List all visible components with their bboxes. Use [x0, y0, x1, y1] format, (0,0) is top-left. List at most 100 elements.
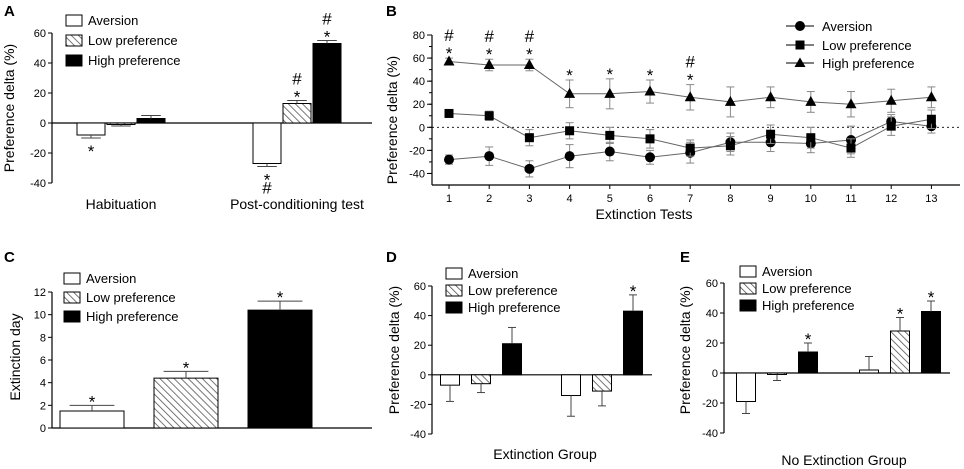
- panel-a-bar-high-preference-1-mark-above-1: *: [324, 28, 331, 47]
- legend-label-high-preference: High preference: [762, 298, 855, 313]
- panel-b-point-low-preference-11: [886, 121, 896, 131]
- panel-e-bar-high-preference-0: [798, 351, 818, 374]
- panel-e-bar-high-preference-1-mark-above-0: *: [928, 288, 935, 307]
- panel-a-category-habituation: Habituation: [86, 196, 157, 212]
- panel-b-y-tick-label-0: 0: [419, 122, 425, 134]
- panel-b-y-tick-label-80: 80: [413, 30, 425, 42]
- panel-b-x-axis-label: Extinction Tests: [595, 206, 692, 222]
- panel-b-point-high-preference-9: [805, 95, 817, 106]
- legend-marker-aversion: [795, 21, 805, 31]
- panel-d-y-tick-label--40: -40: [410, 429, 426, 441]
- panel-a-bar-low-preference-1-mark-above-1: *: [294, 88, 301, 107]
- panel-a-bar-aversion-1-mark-below-0: *: [264, 171, 271, 190]
- legend-label-high-preference: High preference: [86, 309, 179, 324]
- panel-b-point-high-preference-7: [724, 95, 736, 106]
- panel-b-x-tick-label-6: 6: [647, 193, 653, 205]
- panel-b-mark-5-0: *: [647, 66, 654, 85]
- panel-a-y-tick-label--40: -40: [30, 178, 46, 190]
- panel-c-y-axis-label: Extinction day: [7, 313, 23, 400]
- panel-e-y-tick-label-40: 40: [706, 308, 718, 320]
- panel-c-y-tick-label-12: 12: [34, 287, 46, 299]
- panel-b-point-aversion-3: [564, 151, 575, 162]
- panel-e-y-tick-label-0: 0: [712, 368, 718, 380]
- panel-label-b: B: [386, 3, 397, 20]
- panel-d-bar-low-preference-1: [592, 374, 612, 392]
- panel-a-bar-low-preference-1-mark-above-0: #: [292, 70, 302, 89]
- legend-marker-high-preference: [794, 57, 806, 67]
- panel-b-point-aversion-4: [604, 146, 615, 157]
- legend-label-aversion: Aversion: [822, 19, 872, 34]
- legend-label-low-preference: Low preference: [822, 38, 912, 53]
- panel-c: C Extinction day Aversion Low preference…: [4, 249, 179, 401]
- panel-b-point-high-preference-4: [604, 87, 616, 98]
- panel-label-e: E: [680, 249, 690, 266]
- panel-e-bar-low-preference-1: [890, 330, 910, 374]
- panel-b-y-tick-label-20: 20: [413, 99, 425, 111]
- legend-label-low-preference: Low preference: [86, 290, 176, 305]
- legend-label-high-preference: High preference: [468, 300, 561, 315]
- panel-a: A Preference delta (%) Aversion Low pref…: [1, 3, 364, 212]
- legend-swatch-high-preference: [739, 299, 757, 312]
- panel-c-y-tick-label-0: 0: [40, 423, 46, 435]
- legend-swatch-aversion: [739, 265, 757, 278]
- panel-e-y-tick-label-20: 20: [706, 338, 718, 350]
- panel-d-y-tick-label-40: 40: [414, 311, 426, 323]
- panel-d-y-axis-label: Preference delta (%): [386, 286, 402, 414]
- legend-swatch-aversion: [445, 267, 463, 280]
- panel-e-bar-high-preference-0-mark-above-0: *: [805, 330, 812, 349]
- panel-b-point-low-preference-5: [645, 134, 655, 144]
- panel-b-legend: Aversion Low preference High preference: [786, 19, 915, 71]
- panel-c-bar-aversion-0: [59, 410, 125, 429]
- panel-b-point-high-preference-3: [564, 87, 576, 98]
- panel-b-point-aversion-0: [444, 154, 454, 165]
- panel-b-point-low-preference-3: [565, 126, 575, 136]
- panel-b-point-high-preference-8: [765, 91, 777, 102]
- panel-a-bar-aversion-0-mark-below-0: *: [88, 142, 95, 161]
- panel-b-mark-2-0: #: [525, 27, 535, 46]
- legend-label-high-preference: High preference: [88, 53, 181, 68]
- panel-b-x-tick-label-3: 3: [526, 193, 532, 205]
- panel-e-y-tick-label--20: -20: [702, 398, 718, 410]
- panel-c-y-tick-label-4: 4: [40, 378, 46, 390]
- panel-d: D Preference delta (%) Extinction Group …: [386, 249, 597, 462]
- panel-b-x-tick-label-12: 12: [885, 193, 897, 205]
- panel-a-bar-high-preference-1: [312, 43, 342, 124]
- panel-e-legend: Aversion Low preference High preference: [739, 264, 855, 313]
- panel-d-plot: -40 -20 0 20 40 60 *: [410, 281, 652, 441]
- panel-b-mark-1-0: #: [484, 27, 494, 46]
- panel-a-y-tick-label--20: -20: [30, 148, 46, 160]
- legend-swatch-high-preference: [445, 301, 463, 314]
- panel-b-y-tick-label--40: -40: [409, 168, 425, 180]
- panel-b-point-low-preference-8: [766, 129, 776, 139]
- panel-e-x-axis-label: No Extinction Group: [781, 452, 906, 468]
- panel-a-y-tick-label-60: 60: [34, 28, 46, 40]
- panel-b-point-high-preference-10: [845, 98, 857, 109]
- panel-b-point-high-preference-6: [684, 91, 696, 102]
- panel-b-point-high-preference-5: [644, 85, 656, 96]
- panel-b-mark-0-0: #: [444, 26, 454, 45]
- panel-b: B Preference delta (%) Extinction Tests …: [384, 3, 915, 222]
- panel-b-point-high-preference-11: [885, 94, 897, 105]
- panel-b-point-high-preference-2: [523, 59, 535, 69]
- panel-e-bar-high-preference-1: [921, 311, 941, 374]
- panel-b-y-tick-label--20: -20: [409, 145, 425, 157]
- legend-swatch-low-preference: [63, 291, 81, 304]
- panel-b-y-axis-label: Preference delta (%): [384, 56, 400, 184]
- panel-b-x-tick-label-9: 9: [768, 193, 774, 205]
- panel-b-point-aversion-5: [645, 152, 655, 163]
- panel-d-bar-aversion-0: [440, 374, 460, 386]
- panel-b-point-aversion-2: [524, 163, 535, 174]
- panel-c-legend: Aversion Low preference High preference: [63, 271, 179, 324]
- panel-b-point-aversion-1: [484, 151, 495, 162]
- panel-b-point-low-preference-2: [524, 133, 534, 143]
- panel-a-y-axis-label: Preference delta (%): [1, 44, 17, 172]
- legend-swatch-high-preference: [63, 310, 81, 323]
- legend-swatch-high-preference: [65, 54, 83, 67]
- panel-c-bar-low-preference-0: [153, 377, 219, 429]
- panel-c-y-tick-label-6: 6: [40, 355, 46, 367]
- panel-e: E Preference delta (%) No Extinction Gro…: [677, 249, 907, 468]
- panel-e-y-axis-label: Preference delta (%): [677, 286, 693, 414]
